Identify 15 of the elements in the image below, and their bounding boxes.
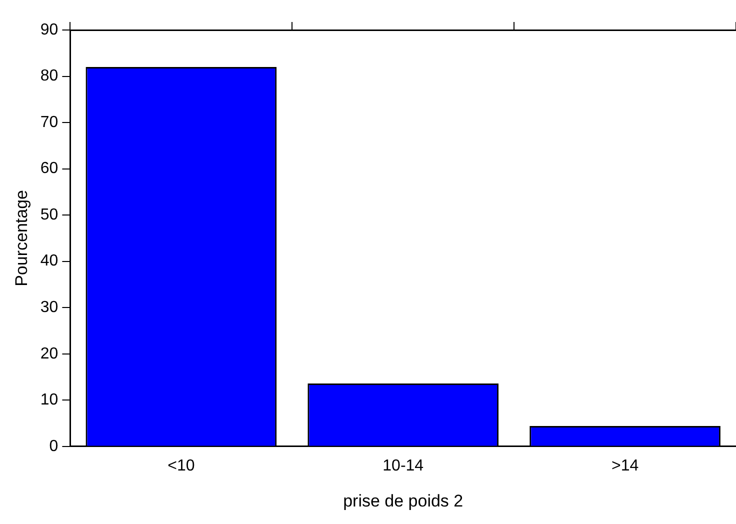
y-tick-label: 50 — [40, 206, 58, 224]
y-tick-label: 30 — [40, 299, 58, 316]
y-tick-label: 60 — [40, 160, 58, 178]
x-axis-title: prise de poids 2 — [343, 491, 464, 510]
x-tick-label: 10-14 — [382, 457, 424, 474]
y-tick-label: 40 — [40, 252, 58, 270]
x-tick-label: >14 — [611, 457, 639, 474]
y-tick-label: 20 — [40, 345, 58, 362]
y-tick-label: 90 — [40, 21, 58, 38]
y-tick-label: 70 — [40, 114, 58, 131]
y-tick-label: 0 — [49, 438, 58, 455]
y-tick-label: 10 — [40, 392, 58, 409]
y-tick-label: 80 — [40, 68, 58, 85]
x-tick-label: <10 — [168, 457, 195, 474]
y-axis-title: Pourcentage — [12, 190, 31, 286]
